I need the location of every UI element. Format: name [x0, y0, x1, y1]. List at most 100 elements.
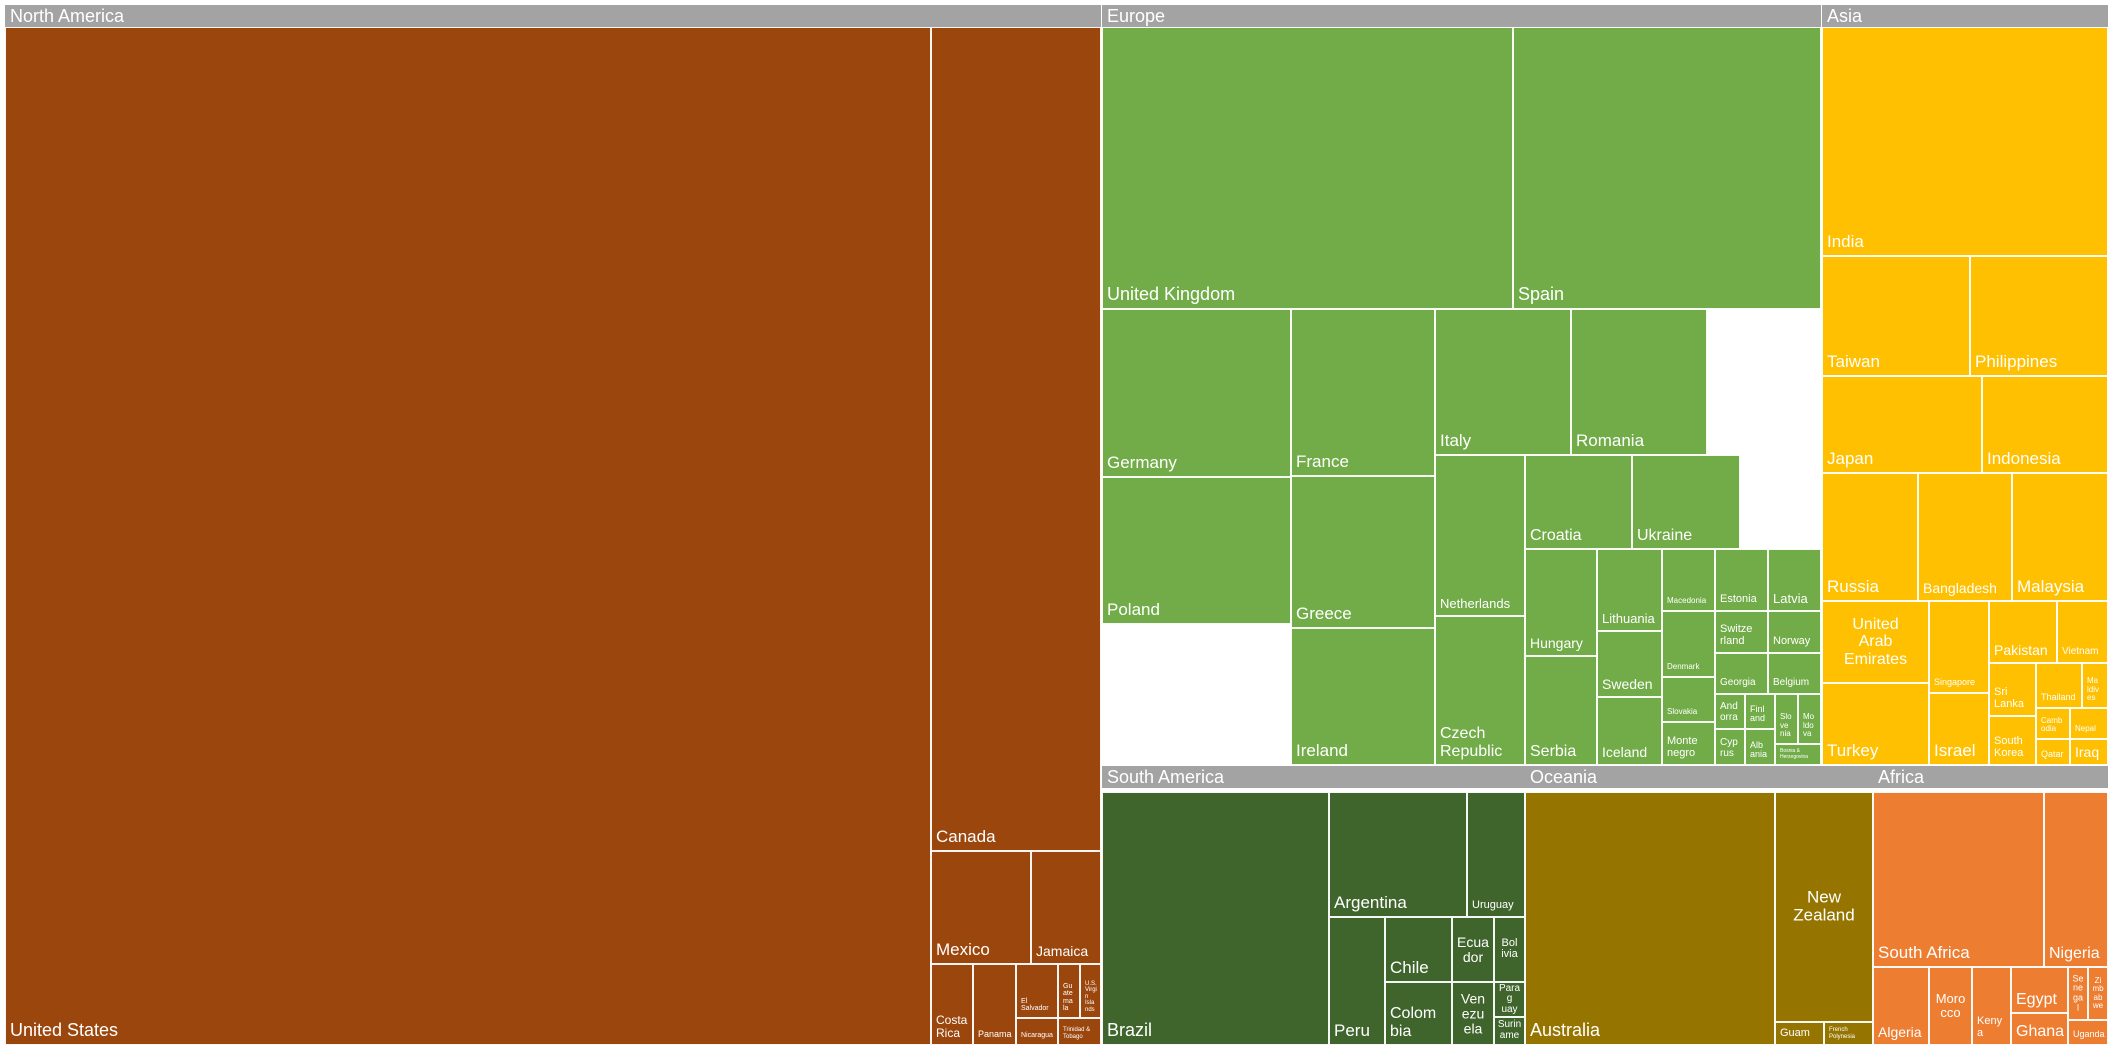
tile-label-united-states: United States: [10, 1019, 119, 1040]
tile-nepal: Nepal: [2070, 708, 2108, 739]
tile-switzerland: Switze rland: [1715, 611, 1768, 653]
tile-senegal: Se ne ga l: [2068, 967, 2088, 1020]
tile-label-thailand: Thailand: [2041, 692, 2076, 703]
tile-jamaica: Jamaica: [1031, 851, 1101, 964]
tile-belgium: Belgium: [1768, 653, 1821, 694]
tile-chile: Chile: [1385, 917, 1452, 982]
tile-label-ghana: Ghana: [2016, 1022, 2065, 1040]
tile-russia: Russia: [1822, 473, 1918, 601]
tile-label-mexico: Mexico: [936, 939, 990, 959]
tile-croatia: Croatia: [1525, 455, 1632, 549]
tile-norway: Norway: [1768, 611, 1821, 653]
tile-bolivia: Bol ivia: [1494, 917, 1525, 982]
tile-label-chile: Chile: [1390, 957, 1429, 977]
tile-brazil: Brazil: [1102, 792, 1329, 1045]
tile-label-french-polynesia: French Polynesia: [1829, 1027, 1856, 1040]
tile-colombia: Colom bia: [1385, 982, 1452, 1045]
tile-nicaragua: Nicaragua: [1016, 1018, 1058, 1045]
tile-france: France: [1291, 309, 1435, 476]
tile-label-switzerland: Switze rland: [1720, 623, 1753, 648]
tile-label-zimbabwe: Zi mb ab we: [2092, 975, 2104, 1011]
tile-canada: Canada: [931, 27, 1101, 851]
tile-label-ireland: Ireland: [1296, 740, 1348, 760]
tile-morocco: Moro cco: [1929, 967, 1972, 1045]
group-header-north-america: North America: [5, 5, 1101, 27]
tile-estonia: Estonia: [1715, 549, 1768, 611]
tile-indonesia: Indonesia: [1982, 376, 2108, 473]
tile-label-italy: Italy: [1440, 430, 1472, 450]
tile-australia: Australia: [1525, 792, 1775, 1045]
tile-label-iceland: Iceland: [1602, 743, 1648, 760]
tile-label-ukraine: Ukraine: [1637, 526, 1693, 544]
tile-slovakia: Slovakia: [1662, 677, 1715, 722]
tile-label-cambodia: Camb odia: [2041, 715, 2063, 734]
tile-label-romania: Romania: [1576, 430, 1645, 450]
tile-label-france: France: [1296, 451, 1349, 471]
tile-label-morocco: Moro cco: [1935, 990, 1966, 1020]
tile-label-greece: Greece: [1296, 603, 1352, 623]
tile-mexico: Mexico: [931, 851, 1031, 964]
tile-label-japan: Japan: [1827, 448, 1874, 468]
tile-label-vietnam: Vietnam: [2062, 646, 2099, 658]
tile-label-qatar: Qatar: [2041, 749, 2064, 760]
tile-panama: Panama: [973, 964, 1016, 1045]
tile-egypt: Egypt: [2011, 967, 2068, 1013]
tile-albania: Alb ania: [1745, 729, 1775, 765]
tile-label-cyprus: Cyp rus: [1720, 737, 1738, 760]
tile-label-taiwan: Taiwan: [1827, 351, 1880, 371]
tile-label-costa-rica: Costa Rica: [936, 1013, 968, 1041]
tile-uganda: Uganda: [2068, 1020, 2108, 1045]
tile-ireland: Ireland: [1291, 628, 1435, 765]
tile-iceland: Iceland: [1597, 697, 1662, 765]
tile-label-argentina: Argentina: [1334, 892, 1407, 912]
tile-label-norway: Norway: [1773, 635, 1811, 648]
tile-romania: Romania: [1571, 309, 1707, 455]
tile-label-macedonia: Macedonia: [1667, 596, 1707, 606]
tile-macedonia: Macedonia: [1662, 549, 1715, 611]
tile-label-suriname: Surin ame: [1497, 1019, 1522, 1041]
tile-el-salvador: El Salvador: [1016, 964, 1058, 1018]
tile-label-andorra: And orra: [1720, 701, 1738, 724]
tile-south-africa: South Africa: [1873, 792, 2044, 967]
tile-new-zealand: New Zealand: [1775, 792, 1873, 1022]
tile-label-uruguay: Uruguay: [1472, 899, 1514, 912]
tile-argentina: Argentina: [1329, 792, 1467, 917]
tile-label-georgia: Georgia: [1720, 677, 1756, 689]
tile-label-latvia: Latvia: [1773, 590, 1808, 606]
tile-ecuador: Ecua dor: [1452, 917, 1494, 982]
tile-label-sweden: Sweden: [1602, 675, 1653, 692]
tile-singapore: Singapore: [1929, 601, 1989, 693]
tile-label-panama: Panama: [978, 1029, 1012, 1040]
tile-label-germany: Germany: [1107, 452, 1177, 472]
tile-label-finland: Finl and: [1750, 703, 1766, 724]
tile-label-slovenia: Slo ve nia: [1780, 712, 1792, 739]
tile-trinidad-and-tobago: Trinidad & Tobago: [1058, 1018, 1101, 1045]
tile-kenya: Kenya: [1972, 967, 2011, 1045]
tile-guatemala: Gu ate ma la: [1058, 964, 1080, 1018]
tile-label-new-zealand: New Zealand: [1793, 887, 1855, 925]
tile-algeria: Algeria: [1873, 967, 1929, 1045]
tile-label-jamaica: Jamaica: [1036, 942, 1089, 959]
tile-italy: Italy: [1435, 309, 1571, 455]
tile-poland: Poland: [1102, 477, 1291, 624]
tile-label-india: India: [1827, 231, 1864, 251]
tile-georgia: Georgia: [1715, 653, 1768, 694]
tile-label-south-korea: South Korea: [1994, 735, 2024, 760]
tile-greece: Greece: [1291, 476, 1435, 628]
tile-label-montenegro: Monte negro: [1667, 735, 1698, 760]
tile-paraguay: Parag uay: [1494, 982, 1525, 1017]
tile-south-korea: South Korea: [1989, 716, 2036, 765]
tile-peru: Peru: [1329, 917, 1385, 1045]
tile-label-iraq: Iraq: [2075, 743, 2100, 760]
tile-lithuania: Lithuania: [1597, 549, 1662, 631]
tile-latvia: Latvia: [1768, 549, 1821, 611]
tile-label-lithuania: Lithuania: [1602, 610, 1655, 626]
tile-denmark: Denmark: [1662, 611, 1715, 677]
tile-pakistan: Pakistan: [1989, 601, 2057, 663]
tile-turkey: Turkey: [1822, 683, 1929, 765]
tile-label-united-kingdom: United Kingdom: [1107, 283, 1236, 304]
tile-united-arab-emirates: United Arab Emirates: [1822, 601, 1929, 683]
tile-label-guatemala: Gu ate ma la: [1063, 982, 1073, 1013]
tile-label-paraguay: Parag uay: [1498, 982, 1521, 1015]
tile-spain: Spain: [1513, 27, 1821, 309]
